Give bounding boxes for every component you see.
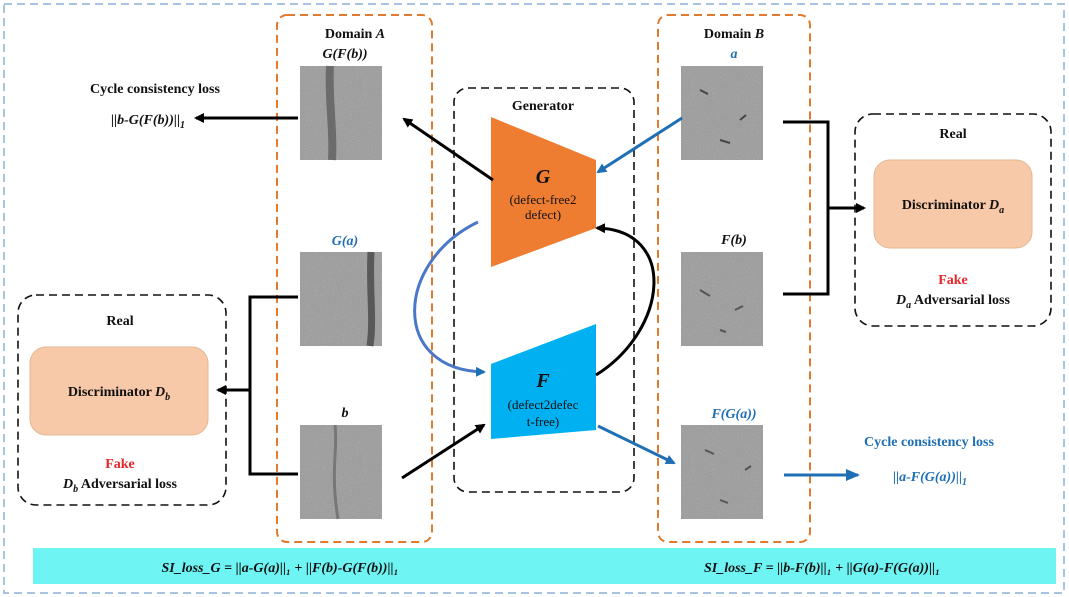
domain-b-title: Domain B [704, 27, 764, 42]
image-f-b [681, 252, 763, 346]
outer-border [3, 3, 1065, 594]
generator-g-desc-line2: defect) [525, 207, 561, 222]
disc-b-fake: Fake [105, 457, 135, 472]
arrow-ga-to-disc-b [216, 295, 298, 395]
domain-a-title: Domain A [325, 27, 385, 42]
cycle-loss-bottom-formula: ||a-F(G(a))||1 [893, 470, 967, 488]
disc-a-real: Real [939, 127, 966, 142]
arrow-g-to-f [413, 220, 486, 377]
generator-f-shape [491, 324, 596, 439]
formula-right: SI_loss_F = ||b-F(b)||₁ + ||G(a)-F(G(a))… [704, 561, 940, 576]
arrow-a-to-disc-a [783, 120, 866, 213]
label-a: a [731, 47, 738, 62]
cycle-loss-top-title: Cycle consistency loss [90, 82, 220, 97]
discriminator-b-node [29, 346, 209, 436]
disc-a-name: Discriminator Da [902, 198, 1004, 216]
discriminator-a-node [873, 159, 1033, 249]
generator-g-shape [491, 117, 596, 267]
label-b: b [342, 406, 349, 421]
formula-bar [33, 548, 1056, 584]
arrow-f-to-g [595, 223, 656, 377]
cycle-loss-bottom-title: Cycle consistency loss [864, 435, 994, 450]
image-b [300, 424, 382, 520]
disc-a-fake: Fake [938, 273, 968, 288]
arrow-b-to-disc-b [248, 390, 298, 476]
generator-g-symbol: G [536, 166, 551, 188]
disc-b-loss: Db Adversarial loss [62, 477, 177, 495]
formula-left: SI_loss_G = ||a-G(a)||₁ + ||F(b)-G(F(b))… [161, 561, 398, 576]
generator-f-desc-line2: t-free) [527, 414, 559, 429]
label-f-b: F(b) [720, 233, 747, 248]
domain-b-box [657, 14, 811, 543]
image-a [681, 66, 763, 160]
discriminator-a-box [854, 113, 1052, 327]
cycle-loss-top-formula: ||b-G(F(b))||1 [111, 113, 185, 131]
label-g-f-b: G(F(b)) [322, 47, 367, 62]
discriminator-b-box [17, 294, 227, 506]
image-g-f-b [300, 65, 382, 161]
arrow-f-to-fga [597, 424, 676, 465]
label-f-g-a: F(G(a)) [710, 407, 756, 422]
disc-b-name: Discriminator Db [68, 385, 170, 403]
generator-f-desc-line1: (defect2defec [508, 397, 579, 412]
arrow-fb-to-disc-a [783, 208, 830, 296]
domain-a-box [276, 14, 433, 543]
arrow-a-to-g [596, 116, 683, 174]
generator-f-symbol: F [535, 370, 550, 392]
arrow-g-to-gfb [402, 117, 494, 182]
image-f-g-a [681, 425, 763, 519]
generator-title: Generator [512, 99, 574, 114]
label-g-a: G(a) [332, 234, 358, 249]
disc-a-loss: Da Adversarial loss [895, 293, 1010, 311]
disc-b-real: Real [106, 314, 133, 329]
arrow-b-to-f [401, 423, 486, 480]
image-g-a [300, 251, 382, 347]
generator-g-desc-line1: (defect-free2 [509, 192, 576, 207]
